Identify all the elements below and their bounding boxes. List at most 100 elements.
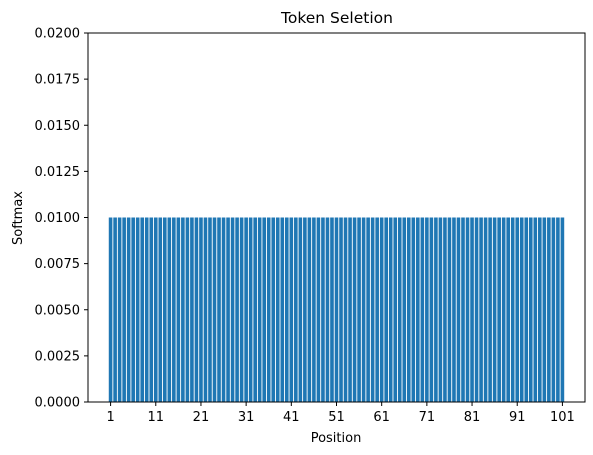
- bar: [456, 217, 461, 402]
- bar: [149, 217, 154, 402]
- bar: [352, 217, 357, 402]
- bar: [248, 217, 253, 402]
- bar: [510, 217, 515, 402]
- bar: [492, 217, 497, 402]
- bar: [443, 217, 447, 402]
- y-tick-label: 0.0100: [35, 211, 81, 226]
- bar: [416, 217, 420, 402]
- bar: [316, 217, 321, 402]
- x-tick-label: 101: [550, 410, 575, 425]
- bar: [384, 217, 388, 402]
- bar: [474, 217, 479, 402]
- bar: [108, 217, 113, 402]
- bar: [167, 217, 172, 402]
- bar: [330, 217, 334, 402]
- bar: [131, 217, 135, 402]
- bars-layer: [108, 217, 565, 402]
- bar: [434, 217, 438, 402]
- bar: [560, 217, 565, 402]
- bar: [235, 217, 239, 402]
- bar: [321, 217, 325, 402]
- bar: [556, 217, 560, 402]
- bar: [126, 217, 131, 402]
- bar: [298, 217, 303, 402]
- bar: [547, 217, 551, 402]
- x-axis-label: Position: [311, 431, 362, 446]
- bar: [506, 217, 510, 402]
- bar: [497, 217, 501, 402]
- bar: [379, 217, 384, 402]
- bar: [402, 217, 407, 402]
- bar: [447, 217, 452, 402]
- bar: [140, 217, 145, 402]
- x-tick-label: 31: [238, 410, 255, 425]
- bar: [271, 217, 276, 402]
- bar: [339, 217, 343, 402]
- bar: [172, 217, 176, 402]
- bar: [208, 217, 212, 402]
- bar: [461, 217, 465, 402]
- bar: [226, 217, 230, 402]
- bar: [117, 217, 122, 402]
- bar: [524, 217, 529, 402]
- x-tick-label: 91: [509, 410, 526, 425]
- y-axis-label: Softmax: [11, 191, 26, 245]
- bar: [294, 217, 298, 402]
- bar: [483, 217, 488, 402]
- bar: [122, 217, 126, 402]
- bar: [266, 217, 271, 402]
- y-tick-label: 0.0125: [35, 165, 81, 180]
- bar: [519, 217, 524, 402]
- bar: [217, 217, 221, 402]
- bar: [542, 217, 547, 402]
- bar: [361, 217, 366, 402]
- bar: [515, 217, 520, 402]
- x-tick-label: 11: [147, 410, 164, 425]
- y-tick-label: 0.0150: [35, 119, 81, 134]
- bar: [194, 217, 199, 402]
- y-axis: 0.0000 0.0025 0.0050 0.0075 0.0100 0.0125 0.01…: [35, 27, 88, 411]
- bar: [244, 217, 248, 402]
- bar: [307, 217, 312, 402]
- bar: [190, 217, 194, 402]
- bar: [199, 217, 203, 402]
- x-tick-label: 1: [106, 410, 114, 425]
- bar: [406, 217, 411, 402]
- bar: [303, 217, 307, 402]
- bar: [348, 217, 352, 402]
- bar: [370, 217, 375, 402]
- y-tick-label: 0.0025: [35, 349, 81, 364]
- bar: [212, 217, 217, 402]
- x-tick-label: 21: [193, 410, 210, 425]
- bar: [262, 217, 267, 402]
- bar: [176, 217, 181, 402]
- y-tick-label: 0.0175: [35, 73, 81, 88]
- bar: [411, 217, 416, 402]
- bar: [325, 217, 330, 402]
- bar: [388, 217, 393, 402]
- bar: [438, 217, 443, 402]
- y-tick-label: 0.0000: [35, 396, 81, 411]
- bar: [357, 217, 361, 402]
- y-tick-label: 0.0050: [35, 303, 81, 318]
- y-tick-label: 0.0075: [35, 257, 81, 272]
- bar: [366, 217, 370, 402]
- bar: [538, 217, 542, 402]
- bar: [528, 217, 533, 402]
- bar: [221, 217, 226, 402]
- bar: [289, 217, 294, 402]
- bar: [479, 217, 483, 402]
- chart-title: Token Seletion: [280, 9, 393, 27]
- bar: [203, 217, 208, 402]
- bar: [153, 217, 158, 402]
- bar: [163, 217, 167, 402]
- bar: [465, 217, 470, 402]
- bar: [551, 217, 556, 402]
- bar: [312, 217, 316, 402]
- bar: [275, 217, 280, 402]
- bar: [239, 217, 244, 402]
- y-tick-label: 0.0200: [35, 27, 81, 42]
- bar: [334, 217, 339, 402]
